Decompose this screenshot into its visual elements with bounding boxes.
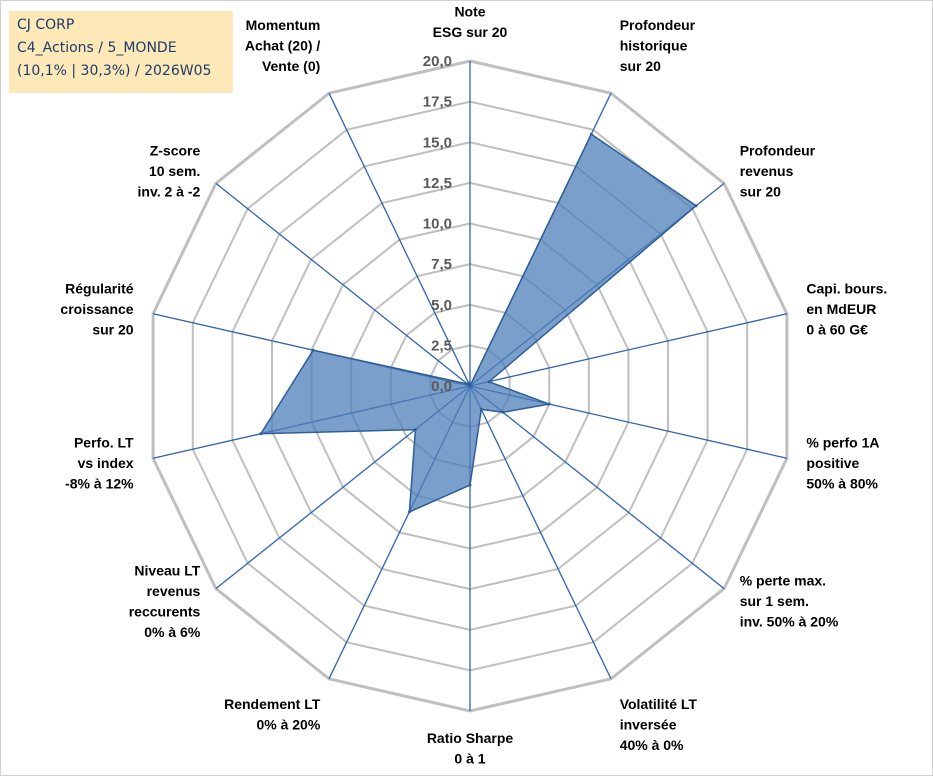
axis-label-line: revenus <box>740 163 794 179</box>
data-point <box>259 432 263 436</box>
axis-label: Perfo. LT vs index -8% à 12% <box>65 434 134 491</box>
axis-label-line: positive <box>806 455 859 471</box>
axis-label: Z-score 10 sem. inv. 2 à -2 <box>138 142 201 199</box>
axis-label-line: vs index <box>78 455 134 471</box>
axis-label-line: Ratio Sharpe <box>427 730 514 746</box>
data-point <box>413 428 417 432</box>
data-point <box>479 407 483 411</box>
data-point <box>589 132 593 136</box>
axis-label: Capi. bours. en MdEUR 0 à 60 G€ <box>806 281 887 338</box>
axis-label-line: Z-score <box>150 142 201 158</box>
axis-label: Niveau LT revenus reccurents 0% à 6% <box>129 562 201 640</box>
axis-spoke <box>469 313 788 387</box>
axis-label: Volatilité LT inversée 40% à 0% <box>620 696 698 753</box>
tick-label: 5,0 <box>431 297 452 314</box>
axis-label-line: 40% à 0% <box>620 737 684 753</box>
axis-label-line: Volatilité LT <box>620 696 698 712</box>
axis-spoke <box>469 385 612 680</box>
tick-layer: 0,0 2,5 5,0 7,5 10,0 12,5 15,0 17,5 20,0 <box>423 53 452 395</box>
data-point <box>467 381 471 385</box>
data-point <box>694 204 698 208</box>
axis-label-line: Niveau LT <box>134 562 200 578</box>
data-point <box>487 380 491 384</box>
portfolio-stats: (10,1% | 30,3%) / 2026W05 <box>17 63 212 79</box>
data-point <box>407 510 411 514</box>
axis-label-line: sur 1 sem. <box>740 593 809 609</box>
axis-label-line: croissance <box>60 301 133 317</box>
axis-label-line: inversée <box>620 716 677 732</box>
tick-label: 15,0 <box>423 134 452 151</box>
series-layer <box>259 132 698 514</box>
axis-label: Profondeur revenus sur 20 <box>740 142 816 199</box>
axis-label-line: sur 20 <box>620 58 661 74</box>
tick-label: 7,5 <box>431 256 452 273</box>
axis-label-line: inv. 50% à 20% <box>740 614 839 630</box>
info-box: CJ CORP C4_Actions / 5_MONDE (10,1% | 30… <box>9 11 233 93</box>
axis-label-line: Perfo. LT <box>74 434 134 450</box>
data-point <box>468 384 472 388</box>
axis-label-line: Achat (20) / <box>245 38 321 54</box>
data-point <box>547 402 551 406</box>
tick-label: 20,0 <box>423 53 452 70</box>
axis-label-line: reccurents <box>129 603 201 619</box>
axis-label-line: 0 à 60 G€ <box>806 322 868 338</box>
tick-label: 2,5 <box>431 337 452 354</box>
axis-label: Profondeur historique sur 20 <box>620 17 696 74</box>
company-name: CJ CORP <box>17 17 75 33</box>
axis-label: Momentum Achat (20) / Vente (0) <box>245 17 321 74</box>
axis-spoke <box>469 385 725 590</box>
axis-label-line: en MdEUR <box>806 301 876 317</box>
axis-label: % perfo 1A positive 50% à 80% <box>806 434 879 491</box>
axis-label-line: 10 sem. <box>149 163 200 179</box>
axis-label-line: revenus <box>147 583 201 599</box>
axis-label-line: Capi. bours. <box>806 281 887 297</box>
axis-label-line: % perfo 1A <box>806 434 879 450</box>
axis-label-line: % perte max. <box>740 573 826 589</box>
axis-label-line: Rendement LT <box>224 696 321 712</box>
axis-label-line: 0% à 6% <box>144 624 201 640</box>
axis-label-line: 50% à 80% <box>806 475 878 491</box>
axis-label-line: 0 à 1 <box>454 751 485 767</box>
axis-label-line: historique <box>620 38 688 54</box>
axis-label-line: ESG sur 20 <box>433 24 508 40</box>
data-point <box>501 410 505 414</box>
tick-label: 10,0 <box>423 216 452 233</box>
axis-label-line: -8% à 12% <box>65 475 134 491</box>
axis-label-line: sur 20 <box>92 322 133 338</box>
data-point <box>311 348 315 352</box>
axis-label-line: Profondeur <box>620 17 696 33</box>
axis-label-line: sur 20 <box>740 183 781 199</box>
series-area <box>259 133 698 514</box>
portfolio-name: C4_Actions / 5_MONDE <box>17 40 177 56</box>
axis-label-line: Momentum <box>246 17 321 33</box>
axis-label-line: Profondeur <box>740 142 816 158</box>
axis-label-line: Vente (0) <box>262 58 320 74</box>
axis-label: % perte max. sur 1 sem. inv. 50% à 20% <box>740 573 839 630</box>
label-layer: Note ESG sur 20 Profondeur historique sur 20… <box>60 4 887 767</box>
tick-label: 12,5 <box>423 175 452 192</box>
axis-label: Rendement LT 0% à 20% <box>224 696 321 733</box>
tick-label: 17,5 <box>423 94 452 111</box>
axis-spoke <box>328 92 471 387</box>
axis-label-line: Note <box>454 4 485 20</box>
axis-label: Régularité croissance sur 20 <box>60 281 133 338</box>
axis-label-line: inv. 2 à -2 <box>138 183 201 199</box>
tick-label: 0,0 <box>431 378 452 395</box>
axis-spoke <box>215 182 471 387</box>
axis-label: Note ESG sur 20 <box>433 4 508 41</box>
axis-label-line: 0% à 20% <box>256 716 320 732</box>
data-point <box>468 483 472 487</box>
axis-label-line: Régularité <box>65 281 134 297</box>
axis-label: Ratio Sharpe 0 à 1 <box>427 730 514 767</box>
